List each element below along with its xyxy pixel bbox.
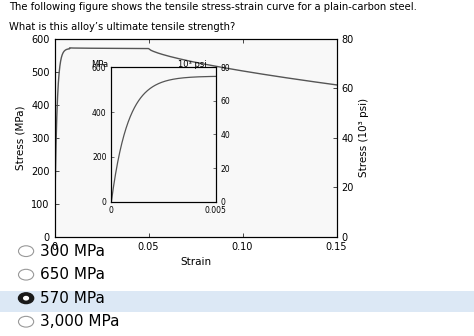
Y-axis label: Stress (10³ psi): Stress (10³ psi) <box>359 98 369 177</box>
Text: 570 MPa: 570 MPa <box>40 291 105 306</box>
Text: 3,000 MPa: 3,000 MPa <box>40 314 120 329</box>
Text: 650 MPa: 650 MPa <box>40 267 105 282</box>
Text: 300 MPa: 300 MPa <box>40 244 105 259</box>
Y-axis label: Stress (MPa): Stress (MPa) <box>16 106 26 170</box>
Text: What is this alloy’s ultimate tensile strength?: What is this alloy’s ultimate tensile st… <box>9 22 236 32</box>
Text: The following figure shows the tensile stress-strain curve for a plain-carbon st: The following figure shows the tensile s… <box>9 2 417 12</box>
Text: MPa: MPa <box>91 60 109 69</box>
X-axis label: Strain: Strain <box>180 257 211 267</box>
Text: 10³ psi: 10³ psi <box>178 60 206 69</box>
